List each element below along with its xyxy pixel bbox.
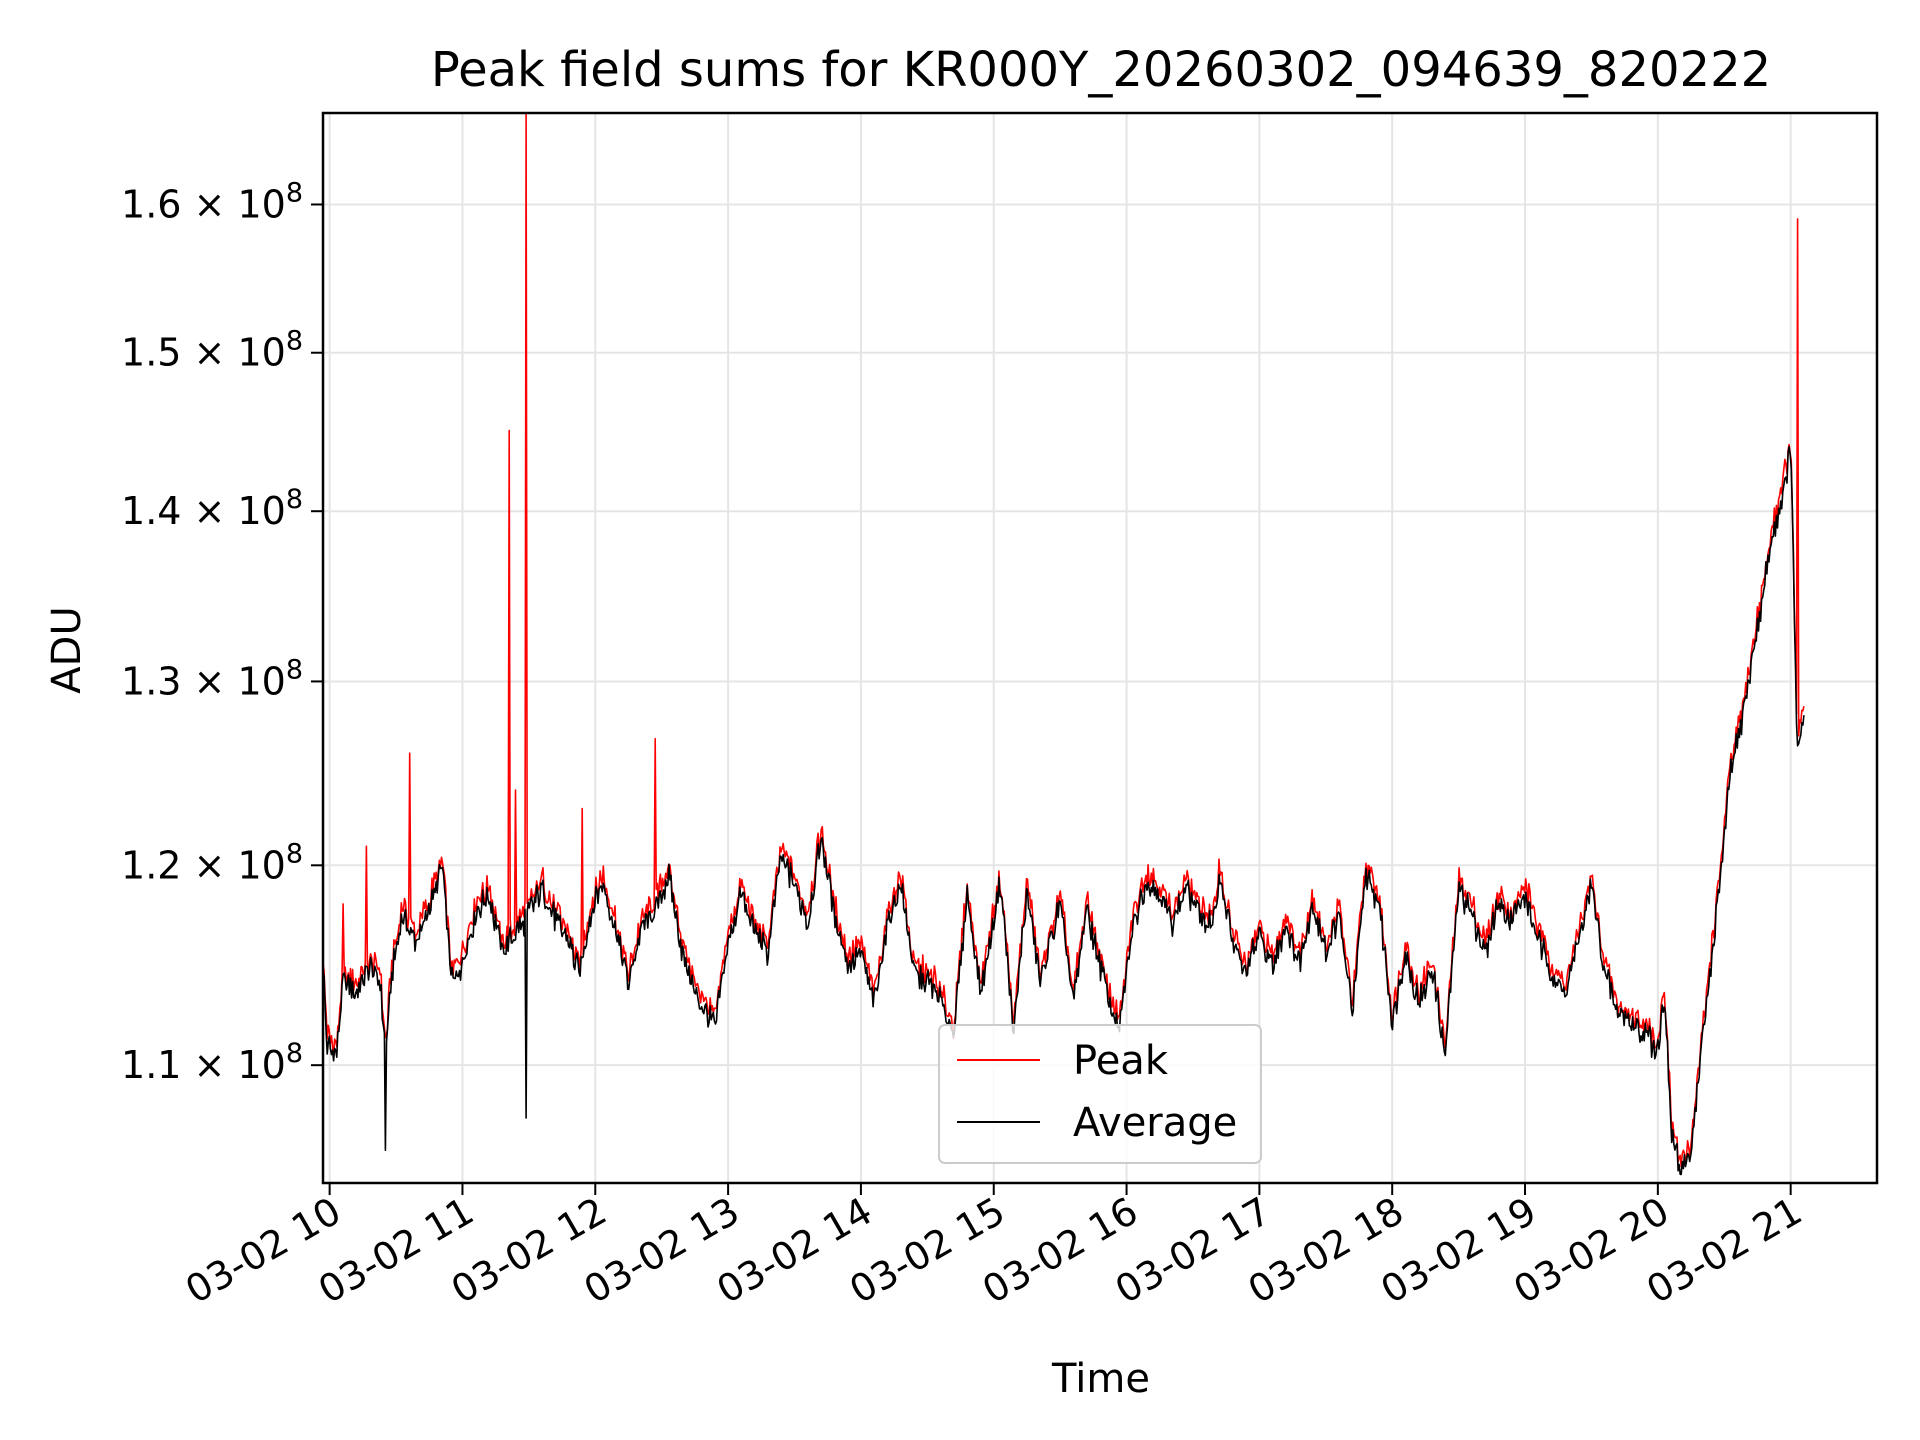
legend-label-average: Average (1073, 1100, 1237, 1146)
legend: Peak Average (938, 1024, 1262, 1164)
x-axis-label: Time (1051, 1356, 1150, 1402)
series-layer (323, 113, 1805, 1176)
y-tick-label: 1.5 × 108 (121, 326, 303, 375)
series-line-average (323, 445, 1805, 1176)
y-axis-label: ADU (44, 606, 90, 693)
y-tick-label: 1.3 × 108 (121, 654, 303, 703)
plot-frame (321, 111, 1879, 1185)
y-tick-label: 1.4 × 108 (121, 484, 303, 533)
y-tick-label: 1.1 × 108 (121, 1038, 303, 1087)
chart-title: Peak field sums for KR000Y_20260302_0946… (431, 42, 1771, 98)
y-tick-label: 1.6 × 108 (121, 177, 303, 226)
y-tick-label: 1.2 × 108 (121, 838, 303, 887)
legend-label-peak: Peak (1073, 1038, 1169, 1084)
y-axis: 1.1 × 108 1.2 × 108 1.3 × 108 1.4 × 108 1.5 … (121, 177, 323, 1087)
grid (323, 113, 1877, 1183)
